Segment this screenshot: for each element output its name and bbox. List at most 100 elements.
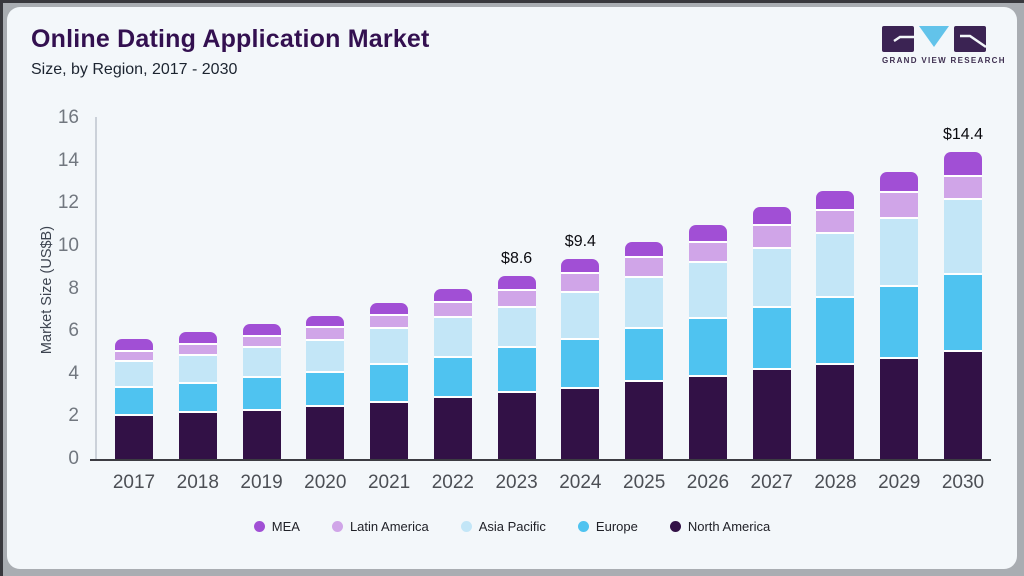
legend-dot-asia-pacific (460, 520, 472, 532)
legend-dot-mea (253, 520, 265, 532)
segment-north-america (433, 396, 472, 459)
segment-asia-pacific (497, 306, 536, 346)
segment-asia-pacific (944, 198, 982, 273)
segment-latin-america (688, 241, 727, 261)
segment-mea (497, 276, 536, 289)
x-tick-label-2027: 2027 (750, 472, 793, 493)
segment-latin-america (816, 209, 855, 232)
segment-asia-pacific (433, 316, 472, 356)
grand-view-research-logo: GRAND VIEW RESEARCH (882, 26, 1006, 65)
segment-europe (688, 317, 727, 375)
x-tick-label-2025: 2025 (623, 472, 666, 493)
y-tick-label-12: 12 (57, 192, 79, 214)
segment-north-america (880, 357, 919, 459)
segment-mea (688, 225, 727, 241)
x-tick-label-2026: 2026 (686, 472, 730, 493)
segment-europe (115, 386, 153, 414)
segment-north-america (561, 387, 600, 459)
x-axis-line (90, 459, 991, 461)
legend-label: Asia Pacific (478, 518, 546, 534)
gvr-logo-icon (882, 26, 986, 52)
segment-mea (178, 332, 217, 343)
x-tick-label-2017: 2017 (112, 472, 156, 493)
y-tick-label-16: 16 (57, 107, 79, 128)
legend-label: MEA (271, 518, 300, 534)
segment-north-america (497, 391, 536, 459)
x-tick-label-2030: 2030 (941, 472, 985, 493)
segment-europe (752, 306, 791, 368)
x-tick-label-2023: 2023 (495, 472, 538, 493)
y-tick-label-14: 14 (57, 149, 79, 171)
segment-europe (242, 376, 281, 409)
bar-2017 (115, 339, 153, 459)
x-tick-label-2019: 2019 (240, 472, 283, 493)
bar-2024 (561, 259, 600, 459)
page-subtitle: Size, by Region, 2017 - 2030 (31, 61, 238, 78)
segment-mea (944, 152, 982, 175)
segment-europe (944, 273, 982, 350)
y-tick-label-10: 10 (57, 234, 79, 256)
segment-mea (433, 289, 472, 301)
segment-asia-pacific (242, 346, 281, 376)
value-label-2030: $14.4 (942, 126, 984, 143)
segment-mea (306, 316, 345, 326)
segment-europe (880, 285, 919, 357)
segment-asia-pacific (688, 261, 727, 317)
segment-asia-pacific (816, 232, 855, 296)
segment-latin-america (497, 289, 536, 306)
y-tick-label-8: 8 (68, 277, 79, 299)
segment-europe (178, 382, 217, 411)
bar-2019 (242, 324, 281, 459)
bar-2025 (625, 242, 664, 459)
legend-dot-north-america (669, 520, 681, 532)
legend-dot-europe (577, 520, 589, 532)
segment-latin-america (880, 191, 919, 217)
y-tick-label-6: 6 (68, 320, 79, 342)
bar-2018 (178, 332, 217, 459)
segment-mea (242, 324, 281, 335)
segment-mea (115, 339, 153, 350)
y-tick-label-0: 0 (68, 448, 79, 469)
bar-2030 (944, 152, 982, 459)
segment-asia-pacific (625, 276, 664, 327)
segment-north-america (688, 375, 727, 459)
segment-latin-america (306, 326, 345, 339)
segment-asia-pacific (370, 327, 409, 363)
segment-latin-america (433, 301, 472, 316)
bar-2022 (433, 289, 472, 459)
legend-label: North America (687, 518, 771, 534)
x-tick-label-2029: 2029 (878, 472, 921, 493)
bar-2026 (688, 225, 727, 459)
legend-item-latin-america: Latin America (331, 519, 429, 534)
segment-mea (880, 172, 919, 191)
legend-label: Europe (595, 518, 638, 534)
x-tick-label-2024: 2024 (559, 472, 602, 493)
segment-north-america (242, 409, 281, 459)
segment-north-america (944, 350, 982, 459)
segment-mea (561, 259, 600, 272)
segment-north-america (752, 368, 791, 459)
legend: MEA Latin America Asia Pacific Europe North … (0, 513, 1024, 539)
segment-asia-pacific (115, 360, 153, 386)
segment-latin-america (752, 224, 791, 247)
bar-2027 (752, 207, 791, 459)
y-tick-label-2: 2 (68, 405, 79, 427)
segment-north-america (306, 405, 345, 459)
segment-mea (625, 242, 664, 256)
bar-2029 (880, 172, 919, 459)
segment-asia-pacific (178, 354, 217, 382)
legend-dot-latin-america (331, 520, 343, 532)
segment-europe (306, 371, 345, 405)
value-label-2024: $9.4 (564, 233, 596, 250)
segment-europe (816, 296, 855, 363)
x-tick-label-2018: 2018 (176, 472, 219, 493)
bar-2028 (816, 191, 855, 459)
bar-2021 (370, 303, 409, 459)
segment-latin-america (178, 343, 217, 354)
segment-asia-pacific (752, 247, 791, 306)
x-tick-label-2022: 2022 (431, 472, 474, 493)
segment-latin-america (561, 272, 600, 291)
logo-wordmark: GRAND VIEW RESEARCH (882, 56, 1006, 65)
x-tick-label-2020: 2020 (304, 472, 347, 493)
plot-area: 0 2 4 6 8 10 12 14 16 2017 2018 2019 2020 2021 2022 202… (58, 107, 990, 493)
